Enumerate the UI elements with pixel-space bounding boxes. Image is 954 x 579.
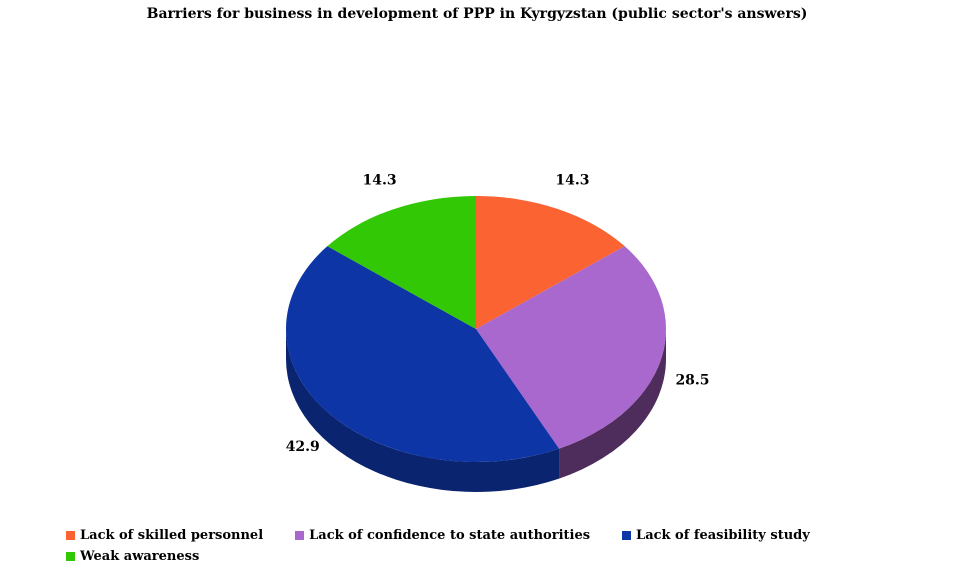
pie-slice-lack-of-confidence-to-state-authorities bbox=[476, 246, 666, 449]
pie-slice-side-lack-of-feasibility-study bbox=[286, 329, 560, 493]
chart-title: Barriers for business in development of … bbox=[146, 6, 808, 22]
pie-slice-weak-awareness bbox=[327, 196, 476, 329]
legend-swatch-icon bbox=[66, 531, 75, 540]
pie-slice-side-lack-of-confidence-to-state-authorities bbox=[559, 329, 666, 479]
legend-label: Lack of skilled personnel bbox=[80, 528, 264, 543]
pie-slice-lack-of-feasibility-study bbox=[285, 246, 560, 463]
slice-value-label-lack-of-feasibility-study: 42.9 bbox=[286, 439, 320, 455]
legend-item-lack-of-feasibility-study: Lack of feasibility study bbox=[622, 527, 810, 544]
legend-item-lack-of-confidence-to-state-authorities: Lack of confidence to state authorities bbox=[295, 527, 590, 544]
legend-swatch-icon bbox=[66, 552, 75, 561]
legend-item-weak-awareness: Weak awareness bbox=[66, 548, 199, 565]
legend-label: Lack of confidence to state authorities bbox=[309, 528, 591, 543]
pie-slice-lack-of-skilled-personnel bbox=[476, 196, 625, 329]
legend-swatch-icon bbox=[622, 531, 632, 540]
slice-value-label-lack-of-confidence-to-state-authorities: 28.5 bbox=[675, 372, 709, 388]
legend-swatch-icon bbox=[295, 531, 305, 540]
legend-label: Lack of feasibility study bbox=[636, 528, 810, 543]
slice-value-label-weak-awareness: 14.3 bbox=[363, 172, 397, 188]
legend: Lack of skilled personnel Lack of confide… bbox=[66, 527, 846, 565]
slice-value-label-lack-of-skilled-personnel: 14.3 bbox=[555, 172, 589, 188]
legend-item-lack-of-skilled-personnel: Lack of skilled personnel bbox=[66, 527, 263, 544]
legend-label: Weak awareness bbox=[80, 549, 200, 564]
